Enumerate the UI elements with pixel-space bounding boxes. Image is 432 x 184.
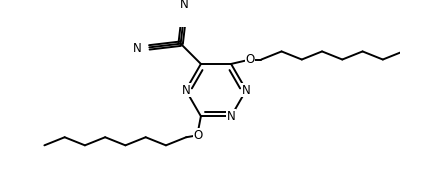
Text: N: N <box>242 84 251 97</box>
Text: O: O <box>246 53 255 66</box>
Text: N: N <box>181 84 190 97</box>
Text: N: N <box>227 110 235 123</box>
Text: O: O <box>194 129 203 142</box>
Text: N: N <box>133 42 142 55</box>
Text: N: N <box>180 0 189 11</box>
